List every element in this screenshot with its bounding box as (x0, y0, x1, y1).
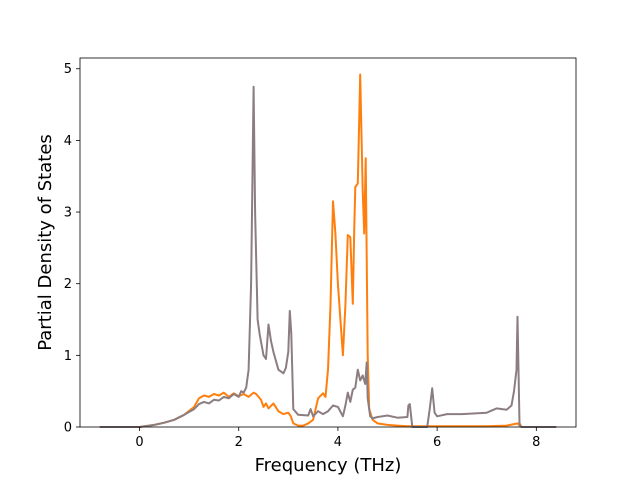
plot-frame (79, 57, 577, 428)
y-tick-label: 3 (64, 206, 72, 221)
x-tick-label: 4 (334, 435, 342, 450)
x-tick-label: 6 (433, 435, 441, 450)
y-tick-label: 4 (64, 134, 72, 149)
x-axis-label: Frequency (THz) (255, 455, 402, 476)
y-tick-label: 2 (64, 277, 72, 292)
y-axis: 0 1 2 3 4 5 (64, 62, 80, 436)
plot-series-group (99, 73, 557, 428)
y-tick-label: 5 (64, 62, 72, 77)
x-tick-label: 2 (235, 435, 243, 450)
x-tick-label: 0 (135, 435, 143, 450)
x-tick-label: 8 (532, 435, 540, 450)
series-line-2 (99, 85, 557, 428)
y-axis-label: Partial Density of States (35, 134, 56, 351)
x-axis: 0 2 4 6 8 (135, 427, 540, 450)
y-tick-label: 1 (64, 349, 72, 364)
series-line-1 (99, 73, 557, 428)
y-tick-label: 0 (64, 421, 72, 436)
